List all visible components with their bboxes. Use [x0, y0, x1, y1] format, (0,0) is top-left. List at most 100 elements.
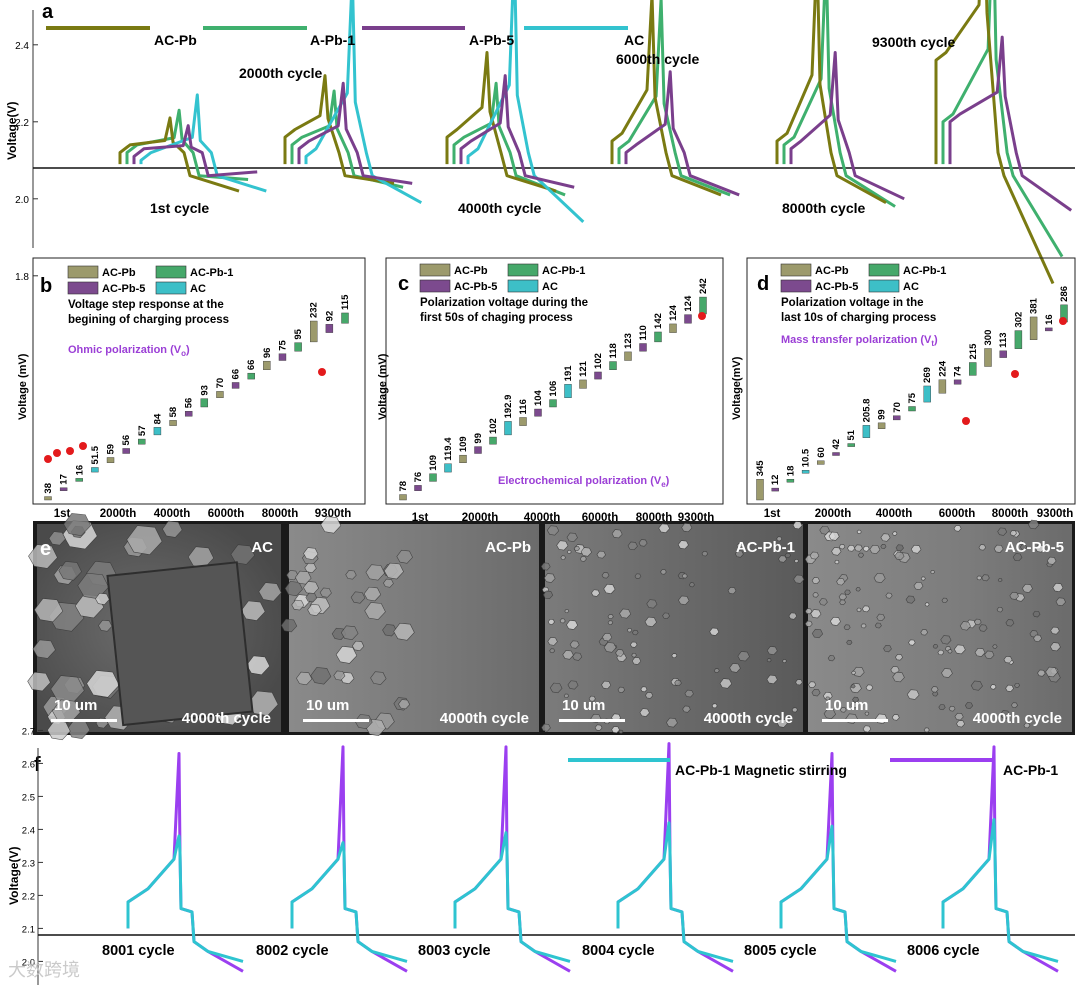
a-curve-a-pb-1-4: [782, 0, 896, 208]
a-cycle-label-9300th: 9300th cycle: [872, 34, 955, 50]
sem-grain: [836, 578, 846, 586]
sem-grain: [891, 714, 900, 721]
red-marker: [1011, 370, 1019, 378]
sem-grain: [631, 652, 637, 658]
x-tick-label: 9300th: [1037, 508, 1073, 520]
sem-grain: [1009, 591, 1019, 600]
sem-grain: [737, 651, 750, 662]
sem-grain: [862, 605, 871, 613]
panel-d-xticks: 1st 2000th 4000th 6000th 8000th 9300th: [764, 508, 1074, 520]
sem-grain: [954, 644, 966, 655]
bar: [969, 362, 977, 376]
sem-grain: [542, 590, 554, 600]
a-curve-ac-pb-0: [118, 116, 240, 193]
sem-grain: [319, 587, 332, 598]
sem-grain: [666, 717, 678, 728]
sem-scale-bar: [303, 719, 369, 722]
a-cycle-label-4000th: 4000th cycle: [458, 200, 541, 216]
bar-value-label: 58: [168, 407, 179, 418]
sem-grain: [546, 525, 560, 536]
f-cycle-label: 8002 cycle: [256, 943, 329, 959]
bar-value-label: 215: [968, 343, 979, 360]
sem-grain: [333, 670, 346, 681]
bar-value-label: 123: [623, 333, 634, 349]
legend-swatch-ac-pb: [780, 263, 812, 277]
bar: [579, 379, 587, 389]
legend-label-ac-pb: AC-Pb: [454, 265, 488, 277]
sem-grain: [383, 562, 404, 580]
bar: [325, 324, 334, 333]
sem-grain: [920, 629, 929, 636]
sem-grain: [851, 670, 857, 675]
sem-grain: [1052, 583, 1064, 593]
bar-value-label: 59: [106, 444, 117, 455]
bar: [786, 479, 795, 483]
bar: [294, 342, 302, 352]
sem-grain: [1035, 544, 1045, 553]
sem-grain: [364, 602, 386, 620]
bar: [399, 494, 407, 501]
sem-grain: [660, 569, 667, 575]
sem-grain: [776, 536, 783, 542]
a-curve-a-pb-5-1: [297, 81, 413, 185]
sem-grain: [978, 544, 987, 551]
sem-cycle-label: 4000th cycle: [182, 710, 271, 727]
sem-grain: [258, 582, 282, 602]
sem-grain: [838, 593, 847, 601]
sem-grain: [658, 523, 670, 534]
sem-grain: [830, 616, 841, 626]
sem-grain: [1018, 540, 1024, 545]
sem-grain: [930, 686, 939, 693]
f-curve-ac-pb-1-5: [941, 745, 1059, 973]
sem-grain: [350, 591, 366, 604]
sem-grain: [997, 527, 1008, 536]
sem-grain: [880, 543, 887, 549]
panel-f-ticks: 1.92.02.12.22.32.42.52.62.7: [22, 726, 43, 968]
panel-d: d Voltage(mV) AC-Pb AC-Pb-1 AC-Pb-5 AC Pola…: [731, 257, 1076, 520]
legend-swatch-ac-pb-5: [780, 279, 812, 293]
sem-grain: [729, 663, 741, 673]
sem-grain: [603, 583, 616, 594]
sem-grain: [860, 623, 867, 629]
sem-grain: [48, 531, 66, 546]
sem-grain: [27, 671, 51, 692]
f-curve-magnetic-5: [941, 818, 1059, 963]
sem-grain: [990, 684, 997, 690]
bar: [624, 351, 632, 361]
sem-grain: [393, 622, 415, 641]
sem-grain: [549, 682, 563, 694]
legend-swatch-ac-pb-5: [419, 279, 451, 293]
a-curve-ac-2: [466, 0, 585, 223]
sem-grain: [631, 657, 642, 665]
sem-grain: [713, 668, 720, 674]
sem-grain: [954, 712, 964, 721]
sem-grain: [828, 531, 840, 541]
sem-grain: [930, 570, 936, 575]
legend-swatch-ac-pb-1: [155, 265, 187, 279]
sem-grain: [827, 655, 836, 662]
sem-grain: [50, 675, 85, 704]
bar-value-label: 99: [877, 409, 888, 420]
a-cycle-label-6000th: 6000th cycle: [616, 51, 699, 67]
sem-grain: [674, 679, 682, 687]
sem-grain: [601, 572, 610, 579]
legend-label-magnetic-stirring: AC-Pb-1 Magnetic stirring: [675, 762, 847, 778]
sem-grain: [892, 671, 905, 683]
bar: [564, 384, 572, 398]
bar-value-label: 93: [199, 385, 210, 396]
bar-value-label: 99: [473, 433, 484, 444]
sem-grain: [627, 541, 638, 551]
sem-scale-label: 10 um: [54, 697, 97, 714]
sem-grain: [1012, 553, 1023, 562]
sem-grain: [603, 642, 617, 653]
f-y-tick-label: 2.2: [22, 891, 35, 902]
sem-grain: [811, 688, 821, 697]
bar-value-label: 191: [563, 365, 574, 382]
sem-grain: [662, 612, 670, 620]
bar-value-label: 57: [137, 425, 148, 436]
bar: [609, 361, 617, 371]
sem-scale-label: 10 um: [825, 697, 868, 714]
sem-grain: [634, 573, 642, 579]
bar: [247, 372, 255, 380]
sem-grain: [850, 684, 856, 689]
